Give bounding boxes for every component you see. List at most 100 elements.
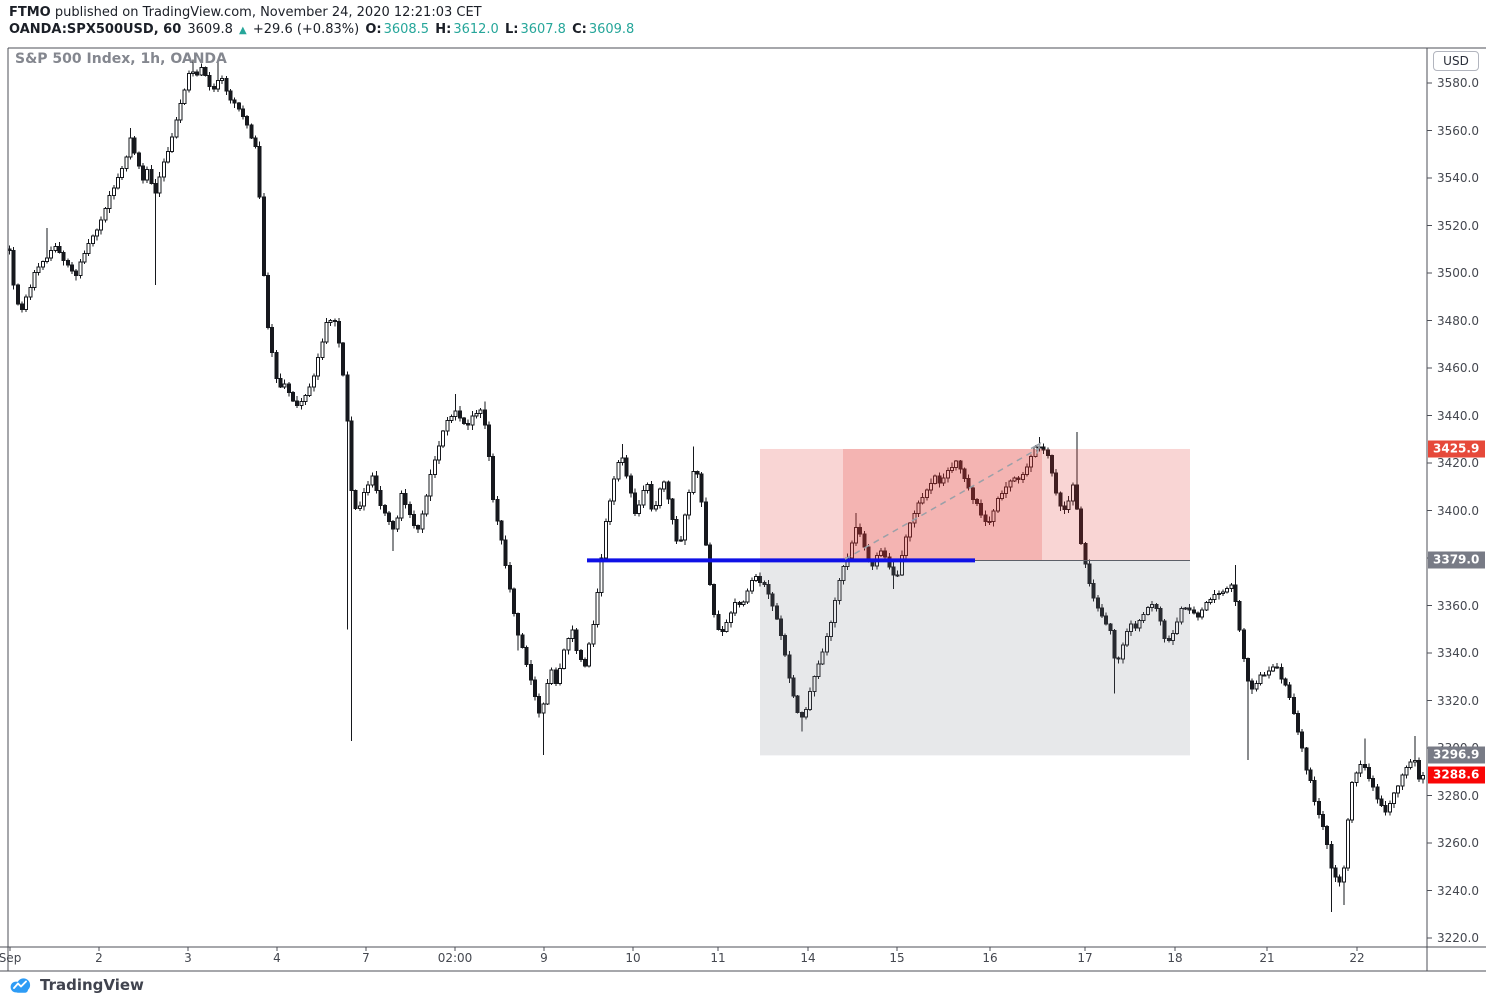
tradingview-logo[interactable]: TradingView [9,976,144,994]
candle [724,622,729,632]
candle [1362,764,1367,769]
candle [1070,484,1075,502]
candle [891,566,896,576]
candle [791,677,796,697]
candle [1012,477,1017,482]
price-tick-label: 3340.0 [1437,646,1479,660]
candle [228,90,233,101]
candle [758,576,763,583]
candle [620,457,625,463]
candle [407,504,412,515]
price-tick-label: 3580.0 [1437,76,1479,90]
demand-zone-gray[interactable] [760,560,1190,756]
candle [420,513,425,530]
candle [386,512,391,522]
candle [1183,607,1188,610]
candle [1054,472,1059,494]
candle [349,420,354,492]
candle [1145,607,1150,615]
candle [70,264,75,272]
candle [99,219,104,231]
candle [920,496,925,504]
candle [616,461,621,480]
price-badge: 3379.0 [1428,551,1485,569]
symbol-label[interactable]: OANDA:SPX500USD, 60 [9,22,182,37]
candle [987,520,992,523]
candle [578,649,583,660]
candle [778,618,783,636]
candle [929,482,934,491]
published-text: published on TradingView.com, November 2… [50,5,482,20]
candle [691,471,696,493]
candle [733,601,738,614]
time-tick-label: 10 [625,951,641,965]
candle [1137,619,1142,629]
supply-zone-inner[interactable] [843,448,1042,561]
candle [820,651,825,665]
candle [1200,609,1205,618]
candle [1321,813,1326,828]
candle [437,445,442,461]
candle [670,498,675,521]
candle [11,249,16,286]
candle [674,519,679,542]
candle [1275,666,1280,669]
candle [32,272,37,289]
price-tick-label: 3500.0 [1437,266,1479,280]
candle [1179,607,1184,623]
candle [728,612,733,624]
candle [445,420,450,432]
candle [607,500,612,522]
high-value: 3612.0 [453,22,499,37]
candle [628,475,633,494]
candle [324,322,329,343]
candle [199,67,204,76]
candle [983,514,988,523]
candle [587,643,592,667]
candle [528,663,533,681]
candle [1195,612,1200,618]
candle [286,383,291,393]
dashed-trend-line[interactable] [844,446,1041,560]
chart-watermark-title: S&P 500 Index, 1h, OANDA [15,51,227,67]
candle [1283,678,1288,686]
candle [232,99,237,104]
candle [1150,604,1155,609]
candle [883,550,888,558]
candle [712,584,717,615]
up-arrow-icon: ▲ [239,25,247,36]
candle [1116,657,1121,660]
candle [737,601,742,605]
candle [40,261,45,268]
time-tick-label: 17 [1077,951,1093,965]
candle [207,74,212,88]
price-tick-label: 3540.0 [1437,171,1479,185]
price-tick-label: 3460.0 [1437,361,1479,375]
candle [799,711,804,718]
candle [1391,792,1396,804]
candle [357,505,362,510]
candle [28,287,33,298]
supply-zone-wide[interactable] [760,448,1190,561]
candle [1166,638,1171,642]
candle [774,605,779,620]
candle [970,487,975,501]
candle [895,574,900,577]
candle [1379,798,1384,807]
candle [841,566,846,581]
candle [916,502,921,515]
candle [1104,615,1109,625]
candle [1333,867,1338,878]
tradingview-logo-text: TradingView [40,976,144,994]
candle [716,613,721,630]
zones-layer [760,448,1190,756]
candle [695,471,700,475]
candle [170,136,175,153]
candle [249,124,254,139]
close-label: C: [572,22,587,37]
candle [849,542,854,559]
candle [837,579,842,601]
currency-toggle-button[interactable]: USD [1433,51,1479,71]
candle [157,176,162,194]
